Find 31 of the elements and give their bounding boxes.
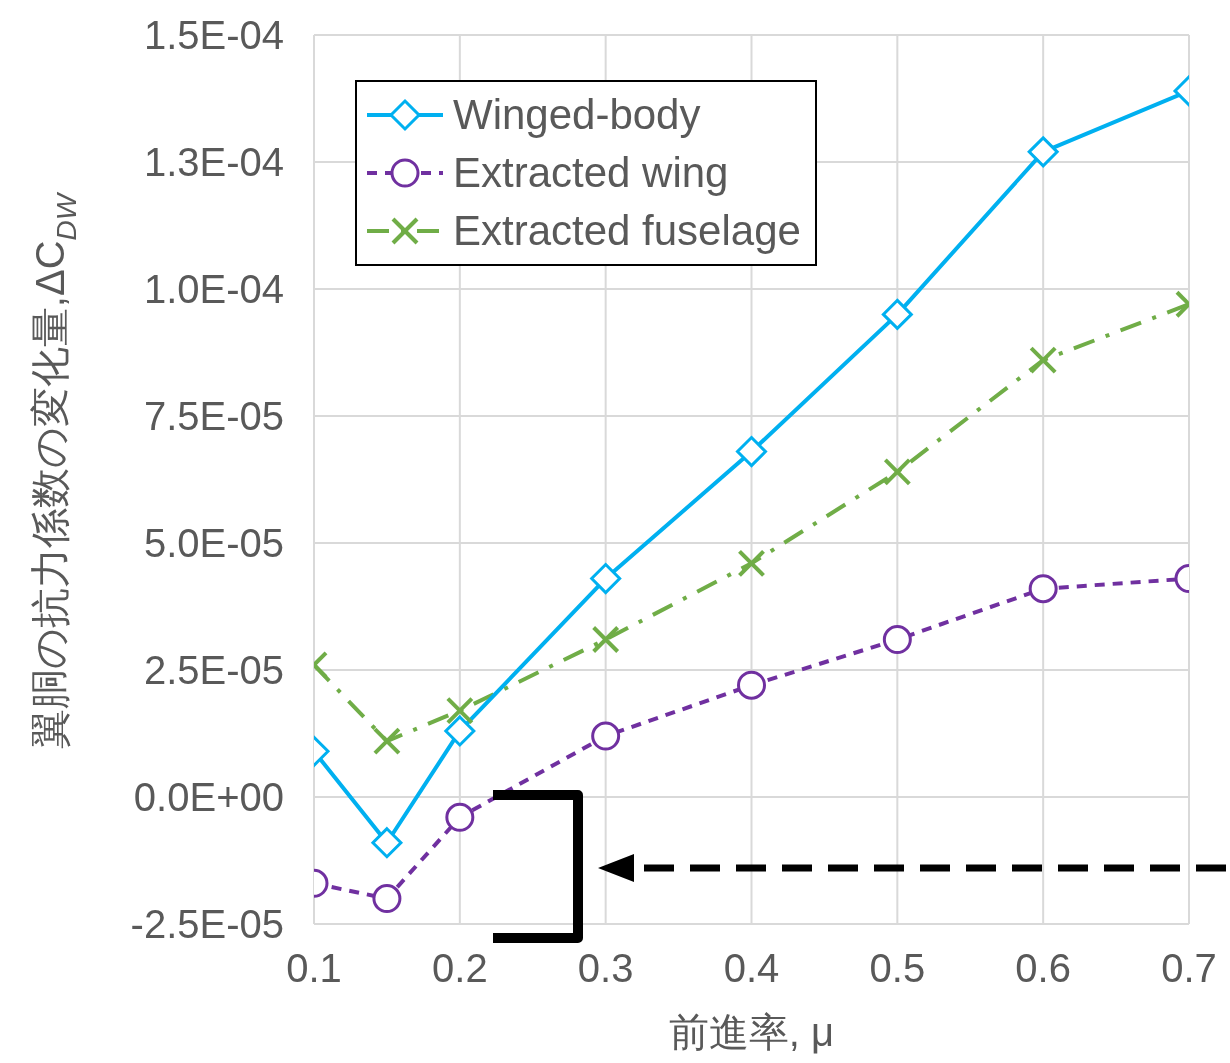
y-tick-label: 1.0E-04	[143, 267, 284, 312]
y-tick-label: 7.5E-05	[143, 394, 284, 439]
y-tick-label: 5.0E-05	[143, 521, 284, 566]
x-tick-label: 0.6	[1015, 946, 1071, 991]
x-tick-label: 0.1	[286, 946, 342, 991]
y-tick-label: -2.5E-05	[130, 902, 284, 947]
y-tick-label: 1.5E-04	[143, 13, 284, 58]
x-tick-label: 0.4	[723, 946, 780, 991]
point	[736, 436, 767, 468]
point	[445, 802, 475, 832]
y-tick-label: 0.0E+00	[133, 775, 284, 820]
point	[591, 721, 621, 751]
legend-label: Extracted fuselage	[453, 207, 801, 255]
point	[882, 625, 912, 655]
legend-label: Winged-body	[453, 91, 701, 139]
x-tick-label: 0.7	[1161, 946, 1217, 991]
x-tick-label: 0.3	[577, 946, 634, 991]
point	[590, 563, 622, 595]
point	[737, 670, 766, 700]
y-tick-label: 1.3E-04	[143, 140, 284, 185]
legend-label: Extracted wing	[453, 149, 729, 197]
point	[1027, 136, 1059, 168]
x-tick-label: 0.5	[869, 946, 926, 991]
point	[444, 715, 476, 747]
point	[1028, 574, 1058, 604]
point	[371, 827, 403, 859]
x-tick-label: 0.2	[432, 946, 488, 991]
x-axis-title: 前進率, μ	[668, 1010, 835, 1054]
point	[881, 298, 913, 330]
y-tick-label: 2.5E-05	[143, 648, 284, 693]
point	[372, 884, 402, 914]
